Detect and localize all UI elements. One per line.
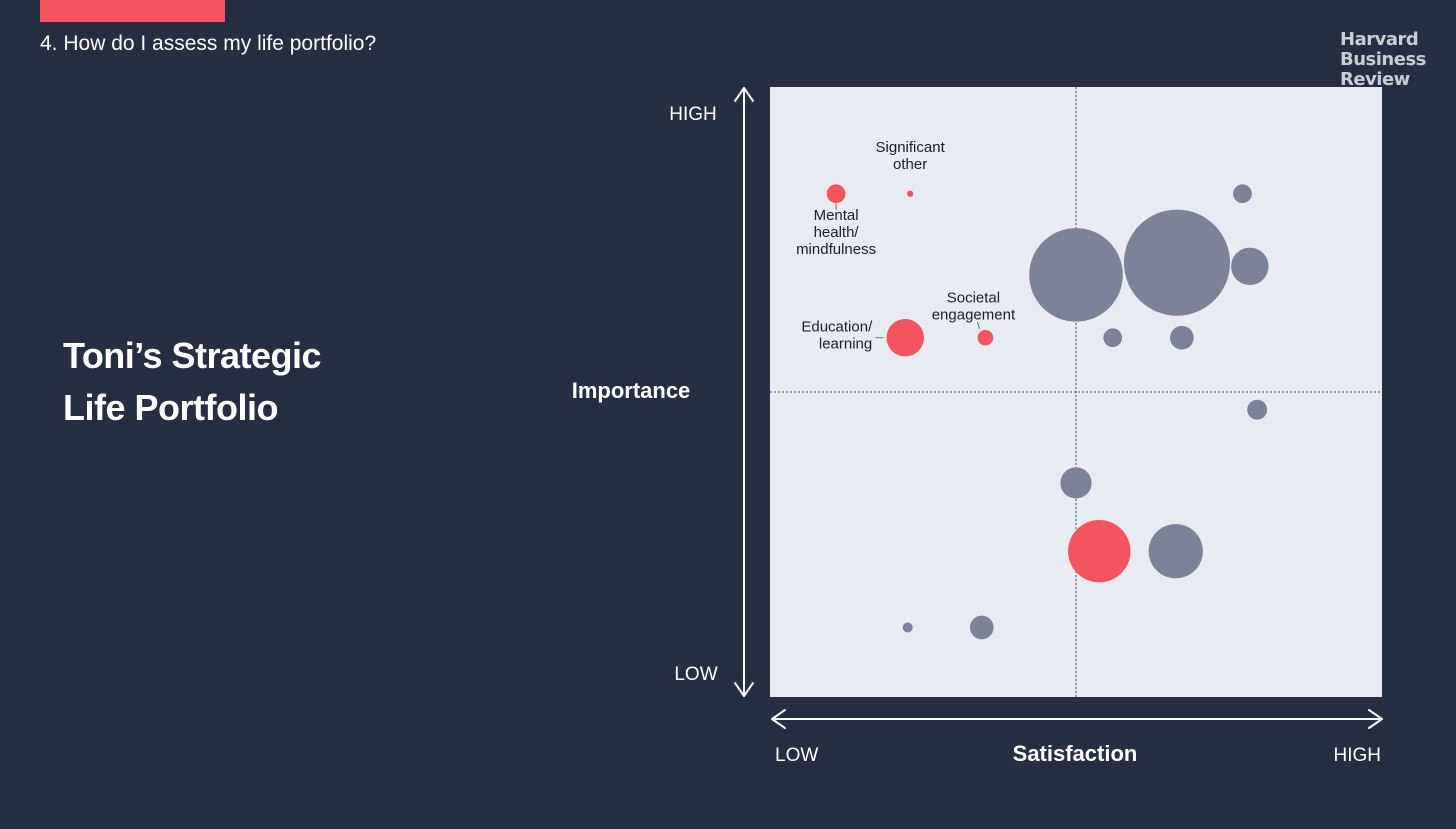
y-axis-arrow xyxy=(734,87,754,697)
bubble xyxy=(1123,209,1231,316)
brand-logo-line: Harvard xyxy=(1340,29,1419,50)
bubble xyxy=(1103,328,1123,348)
bubble xyxy=(1247,399,1268,420)
y-axis-label: Importance xyxy=(572,378,691,403)
bubble-label: Education/learning xyxy=(801,319,873,353)
accent-bar xyxy=(40,0,225,22)
bubble-label: Mental health/mindfulness xyxy=(796,207,876,258)
bubble xyxy=(1148,524,1203,579)
bubble xyxy=(1233,184,1252,204)
highlight-bubble xyxy=(907,190,914,197)
y-tick-high: HIGH xyxy=(669,104,717,125)
x-tick-low: LOW xyxy=(775,745,818,766)
portfolio-title-line: Life Portfolio xyxy=(63,387,278,428)
bubble xyxy=(1231,247,1269,286)
highlight-bubble xyxy=(1068,520,1131,583)
portfolio-title: Toni’s Strategic Life Portfolio xyxy=(63,330,322,434)
highlight-bubble xyxy=(886,318,924,357)
x-axis-label: Satisfaction xyxy=(1013,741,1138,766)
x-axis-arrow xyxy=(771,709,1383,729)
portfolio-title-line: Toni’s Strategic xyxy=(63,335,322,376)
highlight-bubble xyxy=(826,184,846,204)
x-tick-high: HIGH xyxy=(1334,745,1382,766)
bubble xyxy=(1060,467,1092,499)
bubble-label: Significant other xyxy=(876,139,946,173)
brand-logo-line: Review xyxy=(1340,69,1410,90)
brand-logo-line: Business xyxy=(1340,49,1426,70)
bubble xyxy=(902,622,913,633)
highlight-bubble xyxy=(977,329,994,346)
label-leader-line xyxy=(976,321,980,329)
brand-logo: Harvard Business Review xyxy=(1340,30,1450,90)
bubble xyxy=(969,615,994,640)
y-tick-low: LOW xyxy=(674,664,717,685)
bubble xyxy=(1029,228,1123,322)
bubble xyxy=(1170,325,1194,350)
section-title: 4. How do I assess my life portfolio? xyxy=(40,32,377,55)
bubble-series xyxy=(826,184,1269,640)
bubble-label: Societal engagement xyxy=(932,290,1016,324)
